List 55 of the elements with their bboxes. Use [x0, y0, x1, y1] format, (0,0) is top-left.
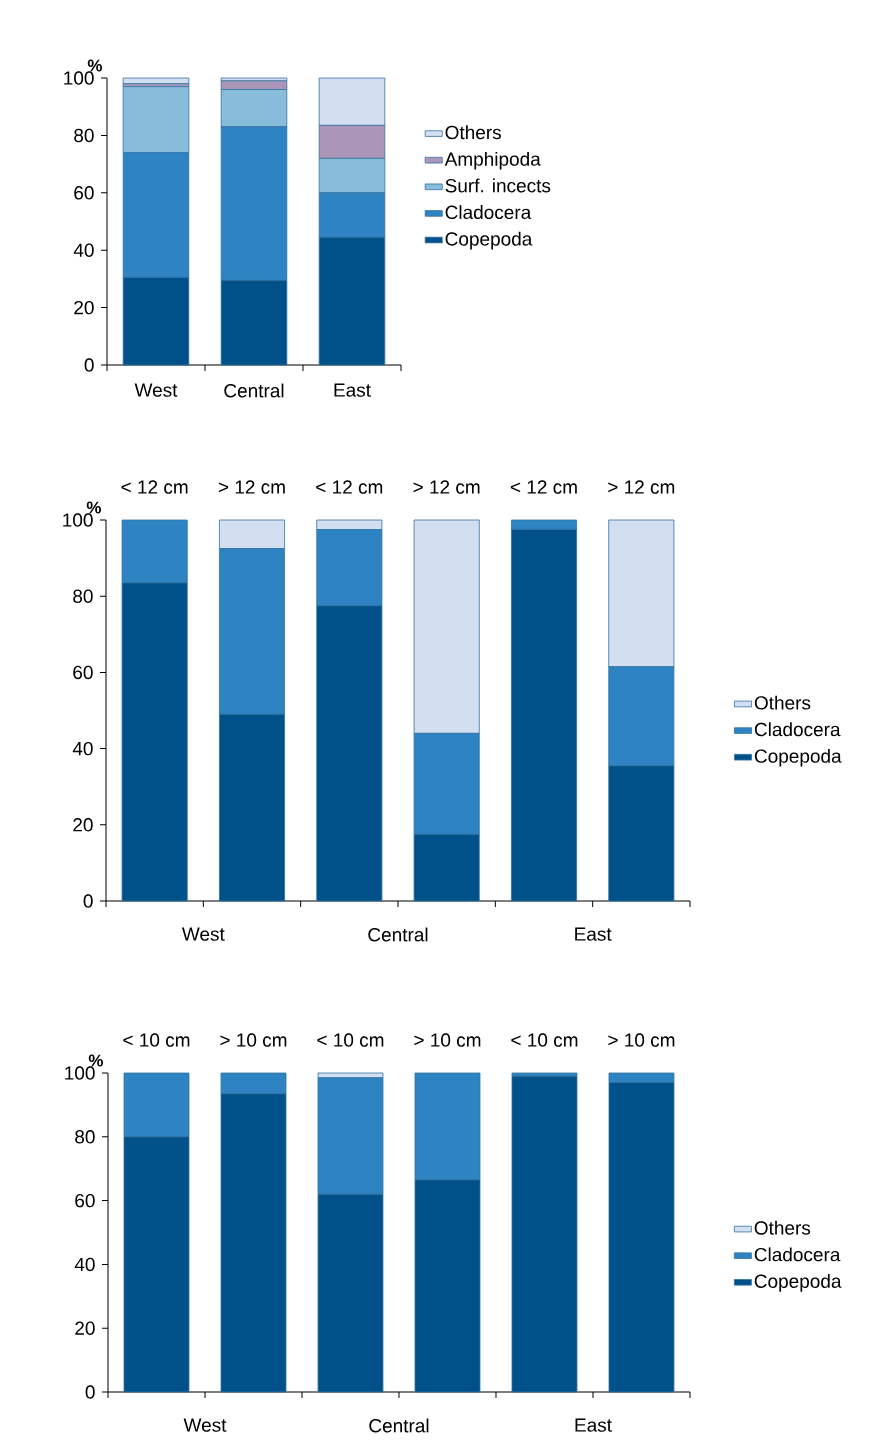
- legend-label: Surf. incects: [445, 178, 551, 193]
- y-tick-label: 40: [73, 243, 94, 257]
- text: Central: [368, 927, 428, 942]
- y-tick-label: 0: [83, 894, 93, 908]
- y-tick-label: 20: [74, 300, 94, 315]
- legend-label: Others: [754, 1220, 811, 1235]
- y-tick-label: 20: [75, 1321, 95, 1335]
- text: West: [181, 927, 225, 941]
- legend-label: Copepoda: [445, 231, 533, 250]
- x-tick-label: > 10 cm: [414, 1033, 481, 1047]
- x-tick-label: > 12 cm: [218, 480, 285, 494]
- legend-label: Amphipoda: [444, 151, 541, 170]
- legend-label: Copepoda: [754, 748, 842, 767]
- x-tick-label: > 10 cm: [608, 1033, 675, 1047]
- y-tick-label: 60: [73, 665, 93, 680]
- y-axis-title: %: [87, 59, 103, 72]
- y-tick-label: 20: [73, 818, 93, 832]
- y-tick-label: 100: [64, 71, 94, 85]
- text: Central: [369, 1418, 429, 1433]
- legend-label: Others: [445, 125, 501, 140]
- y-tick-label: 100: [63, 513, 93, 527]
- x-tick-label: > 12 cm: [413, 480, 480, 494]
- legend-label: Cladocera: [754, 1247, 841, 1262]
- bar: [122, 77, 190, 85]
- legend-label: Cladocera: [754, 722, 841, 737]
- x-tick-label: West: [134, 383, 178, 397]
- x-tick-label: < 10 cm: [317, 1033, 384, 1047]
- x-tick-label: East: [334, 383, 371, 397]
- legend-label: Cladocera: [445, 205, 532, 220]
- x-tick-label: > 10 cm: [220, 1033, 287, 1047]
- x-tick-label: < 10 cm: [511, 1033, 578, 1047]
- y-tick-label: 0: [84, 358, 94, 372]
- y-axis-title: %: [88, 1054, 104, 1067]
- legend-label: Copepoda: [754, 1273, 842, 1292]
- y-tick-label: 80: [74, 128, 94, 143]
- bar: [511, 1075, 578, 1393]
- legend-label: Others: [754, 695, 811, 710]
- x-tick-label: < 10 cm: [123, 1033, 190, 1047]
- y-tick-label: 40: [72, 741, 93, 756]
- x-tick-label: Central: [224, 383, 284, 398]
- x-tick-label: < 12 cm: [510, 480, 577, 494]
- y-tick-label: 80: [73, 589, 93, 603]
- y-tick-label: 60: [75, 1193, 95, 1208]
- x-tick-label: < 12 cm: [121, 480, 188, 494]
- text: East: [575, 927, 612, 941]
- y-tick-label: 40: [74, 1257, 95, 1272]
- y-tick-label: 0: [85, 1385, 95, 1399]
- text: West: [183, 1418, 227, 1432]
- x-tick-label: > 12 cm: [608, 480, 675, 494]
- y-tick-label: 80: [75, 1130, 95, 1144]
- x-tick-label: < 12 cm: [316, 480, 383, 494]
- y-tick-label: 60: [74, 186, 94, 200]
- y-tick-label: 100: [65, 1066, 95, 1080]
- text: East: [575, 1418, 612, 1432]
- y-axis-title: %: [86, 501, 102, 514]
